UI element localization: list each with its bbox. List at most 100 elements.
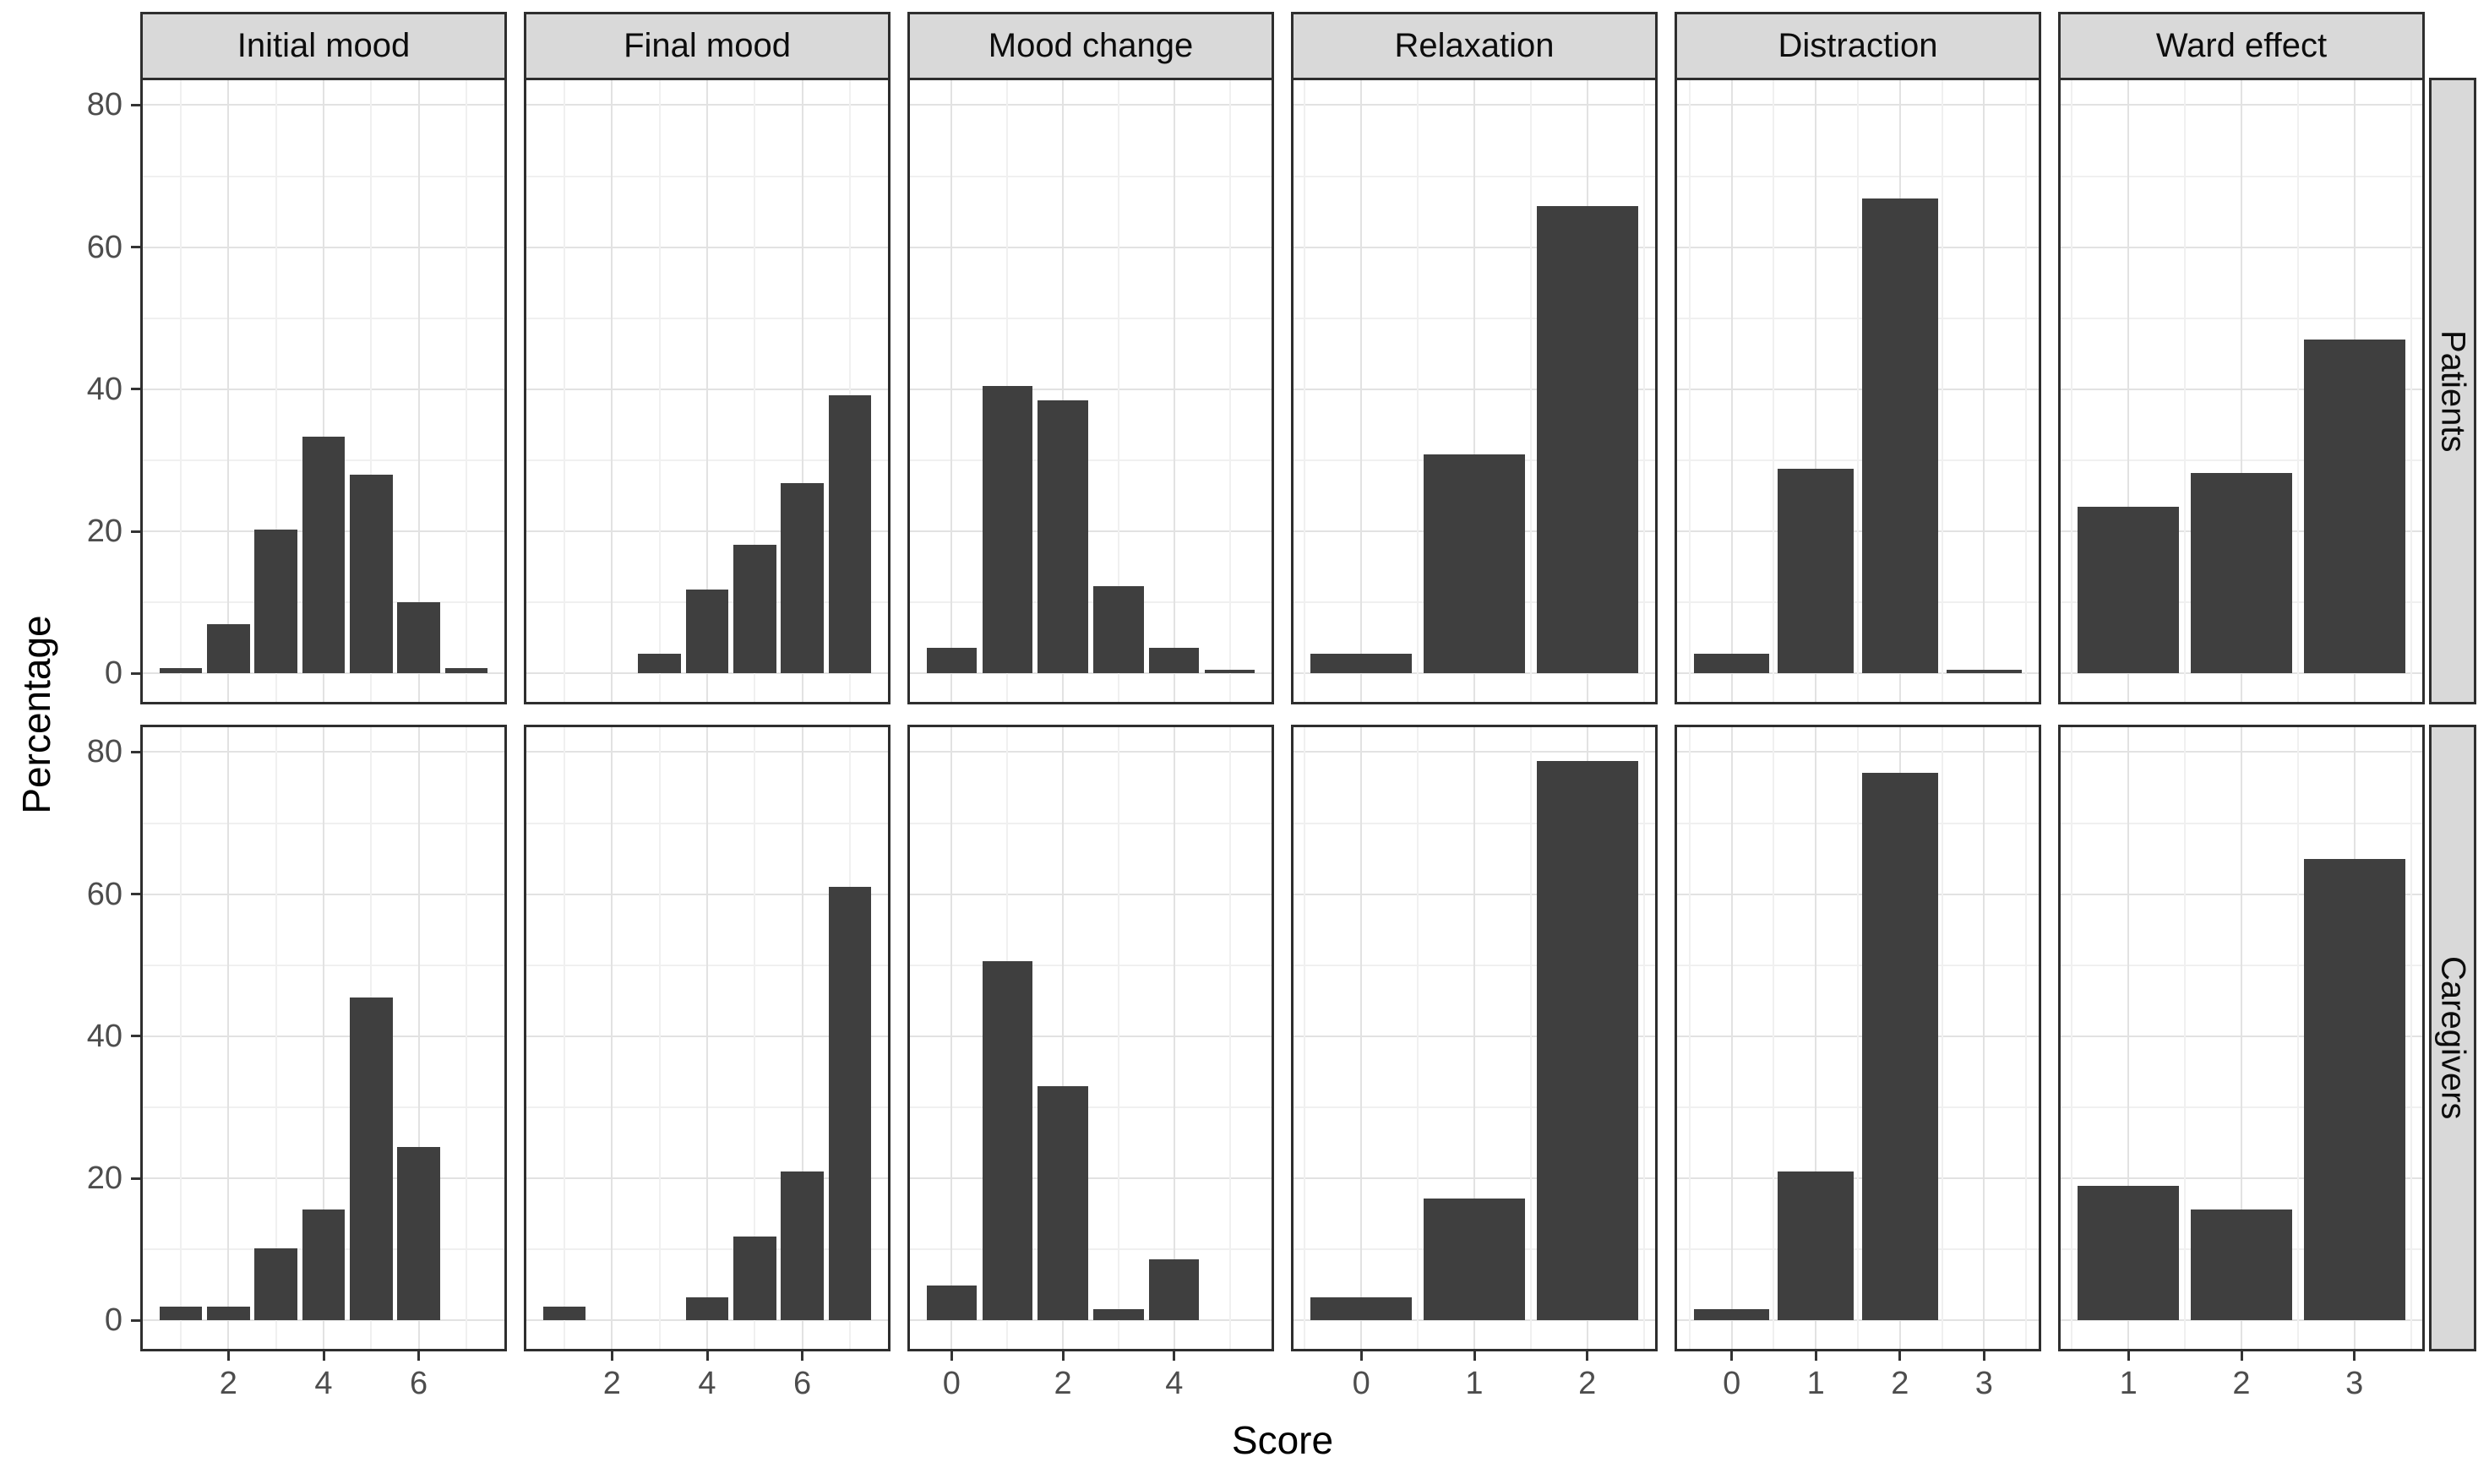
bar [2190, 1209, 2293, 1321]
grid-line [706, 727, 708, 1349]
x-tick-mark [1586, 1351, 1589, 1361]
bar [254, 529, 297, 674]
grid-line [1529, 727, 1532, 1349]
grid-line [1983, 727, 1985, 1349]
grid-line [2127, 727, 2130, 1349]
bar [2078, 1185, 2180, 1321]
x-tick-label: 2 [1891, 1366, 1909, 1401]
x-tick-mark [1730, 1351, 1734, 1361]
facet-strip-label: Mood change [988, 27, 1194, 64]
bar [1310, 1297, 1413, 1321]
panel [1675, 725, 2041, 1351]
x-tick-label: 3 [1974, 1366, 1993, 1401]
x-tick-label: 4 [1165, 1366, 1184, 1401]
grid-line [658, 727, 661, 1349]
y-tick-label: 40 [86, 1018, 123, 1054]
x-tick-mark [705, 1351, 709, 1361]
grid-line [1473, 80, 1475, 702]
grid-line [2184, 80, 2187, 702]
grid-line [1117, 80, 1119, 702]
facet-row-strip: Caregivers [2429, 725, 2476, 1351]
x-tick-label: 2 [2232, 1366, 2251, 1401]
grid-line [1815, 727, 1817, 1349]
y-tick-label: 20 [86, 514, 123, 550]
grid-line [910, 104, 1272, 106]
grid-line [1642, 727, 1645, 1349]
grid-line [950, 727, 953, 1349]
grid-line [1417, 727, 1419, 1349]
grid-line [611, 727, 613, 1349]
grid-line [1529, 80, 1532, 702]
x-tick-label: 2 [1054, 1366, 1072, 1401]
y-tick-label: 0 [104, 655, 123, 692]
panel [140, 725, 507, 1351]
x-tick-mark [1898, 1351, 1902, 1361]
bar [1423, 1198, 1526, 1321]
grid-line [848, 80, 851, 702]
x-tick-mark [950, 1351, 953, 1361]
facet-strip-label: Relaxation [1394, 27, 1555, 64]
grid-line [1173, 727, 1175, 1349]
grid-line [910, 1319, 1272, 1322]
x-tick-mark [2353, 1351, 2356, 1361]
grid-line [2296, 80, 2299, 702]
grid-line [2296, 727, 2299, 1349]
bar [2190, 473, 2293, 674]
bar [1423, 454, 1526, 674]
grid-line [1857, 80, 1859, 702]
y-tick-mark [131, 246, 140, 249]
grid-line [754, 727, 756, 1349]
panel [907, 725, 1274, 1351]
grid-line [323, 80, 324, 702]
bar [685, 590, 729, 674]
grid-line [2071, 727, 2073, 1349]
bar [1310, 653, 1413, 674]
panel-plot-area [1677, 80, 2039, 702]
grid-line [417, 80, 420, 702]
facet-strip: Final mood [524, 12, 890, 78]
grid-line [564, 727, 566, 1349]
facet-strip: Relaxation [1291, 12, 1658, 78]
x-tick-mark [1359, 1351, 1363, 1361]
grid-line [910, 601, 1272, 604]
x-tick-label: 6 [793, 1366, 812, 1401]
grid-line [1941, 727, 1943, 1349]
bar [1778, 1171, 1854, 1321]
y-tick-label: 40 [86, 371, 123, 407]
panel-plot-area [526, 727, 888, 1349]
grid-line [1228, 80, 1231, 702]
bar [1038, 400, 1088, 674]
panel-plot-area [910, 727, 1272, 1349]
grid-line [465, 80, 467, 702]
x-tick-mark [226, 1351, 230, 1361]
x-tick-mark [417, 1351, 421, 1361]
grid-line [910, 893, 1272, 895]
bar [302, 437, 346, 674]
x-tick-label: 6 [410, 1366, 428, 1401]
grid-line [910, 964, 1272, 966]
grid-line [658, 80, 661, 702]
bar [982, 960, 1032, 1321]
grid-line [910, 530, 1272, 533]
bar [159, 1306, 203, 1321]
bar [349, 474, 393, 674]
bar [685, 1297, 729, 1321]
y-tick-mark [131, 1177, 140, 1180]
grid-line [2241, 80, 2242, 702]
facet-row-strip-label: Caregivers [2434, 956, 2472, 1120]
bar [781, 1171, 824, 1321]
bar [781, 482, 824, 674]
panel [907, 78, 1274, 704]
grid-line [910, 317, 1272, 319]
panel [140, 78, 507, 704]
bar [207, 624, 250, 674]
grid-line [1473, 727, 1475, 1349]
grid-line [910, 246, 1272, 248]
grid-line [950, 80, 953, 702]
y-tick-label: 60 [86, 229, 123, 265]
grid-line [564, 80, 566, 702]
bar [444, 668, 488, 674]
grid-line [910, 822, 1272, 824]
grid-line [910, 751, 1272, 753]
